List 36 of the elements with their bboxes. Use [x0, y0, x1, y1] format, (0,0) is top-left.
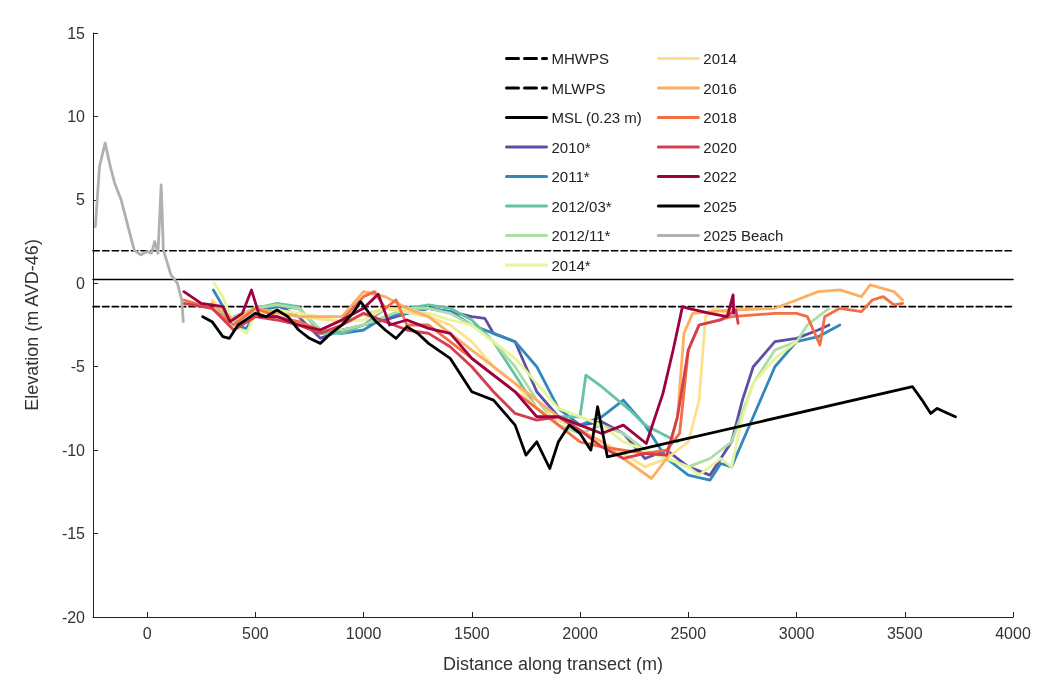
legend-label: MSL (0.23 m)	[551, 109, 642, 126]
x-tick-label: 4000	[995, 624, 1031, 642]
y-tick-label: -20	[61, 608, 86, 626]
legend-label: 2014	[703, 50, 737, 67]
legend-label: 2010*	[551, 138, 591, 156]
legend-label: 2025	[703, 197, 737, 215]
x-axis-title: Distance along transect (m)	[442, 654, 664, 674]
legend-label: 2016	[703, 79, 737, 97]
x-tick-label: 0	[142, 624, 152, 642]
y-tick-label: -15	[61, 525, 86, 543]
legend-label: 2025 Beach	[703, 227, 784, 244]
line-series	[93, 141, 185, 324]
legend-label: 2012/03*	[551, 197, 612, 215]
legend-label: MLWPS	[551, 79, 606, 97]
legend-label: 2018	[703, 109, 737, 126]
x-tick-label: 500	[242, 624, 269, 642]
legend-label: 2012/11*	[551, 227, 611, 244]
legend-label: 2011*	[551, 168, 590, 185]
x-tick-label: 3000	[778, 624, 815, 642]
x-tick-label: 2500	[670, 624, 707, 642]
legend-label: 2020	[703, 138, 737, 156]
y-tick-label: 15	[67, 24, 86, 42]
x-tick-label: 1500	[454, 624, 490, 642]
y-tick-label: 5	[76, 191, 86, 209]
legend-label: MHWPS	[551, 50, 609, 67]
x-tick-label: 3500	[886, 624, 923, 642]
y-tick-label: -5	[70, 358, 86, 376]
y-tick-label: 10	[67, 107, 86, 125]
legend-label: 2014*	[551, 256, 591, 274]
x-tick-label: 2000	[562, 624, 598, 642]
line-series	[182, 288, 736, 445]
y-axis-title: Elevation (m AVD-46)	[22, 239, 42, 411]
legend-label: 2022	[703, 168, 737, 185]
y-tick-label: -10	[61, 441, 86, 459]
y-tick-label: 0	[76, 274, 86, 292]
x-tick-label: 1000	[345, 624, 382, 642]
